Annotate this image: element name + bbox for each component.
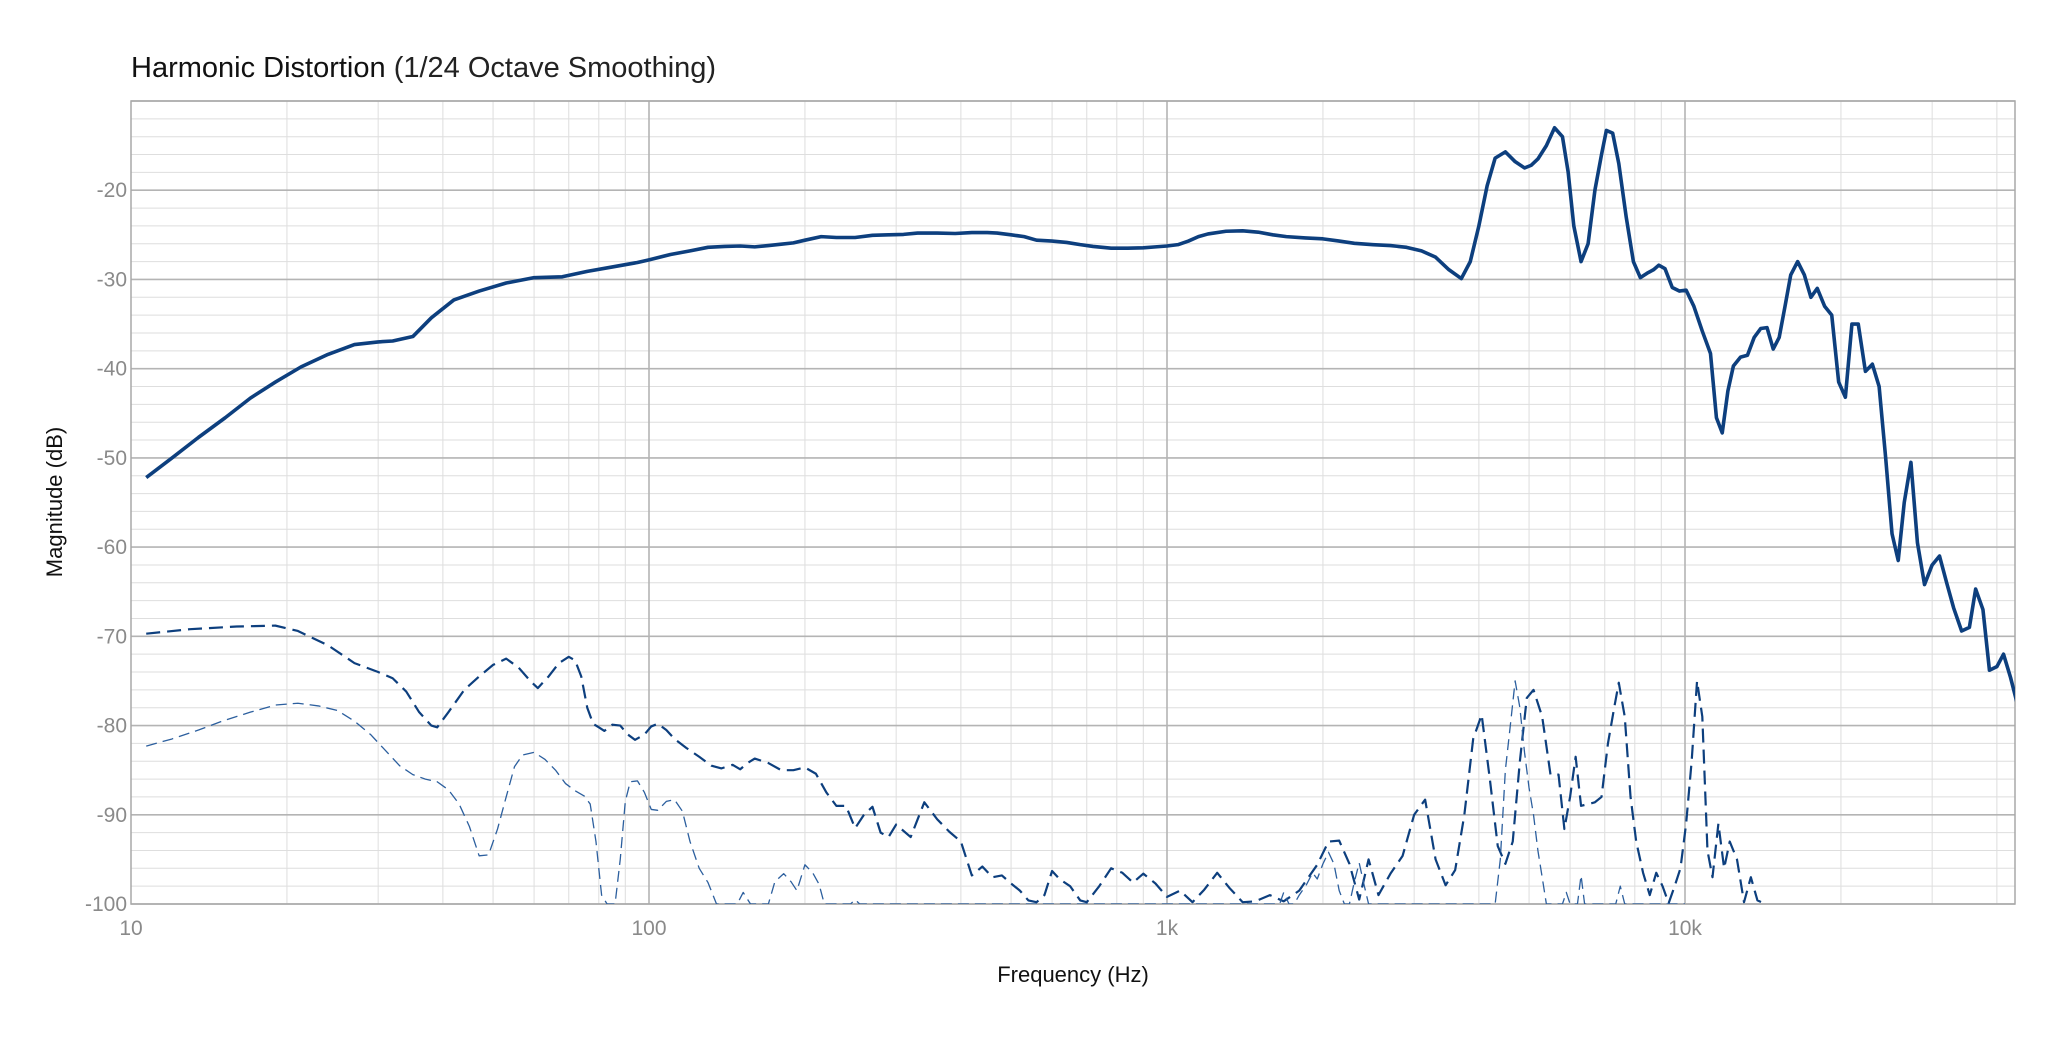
plot-background [131,101,2015,904]
y-tick-label: -40 [97,358,127,381]
series-line-3 [146,680,1685,904]
y-tick-label: -80 [97,715,127,738]
x-tick-label: 10 [119,917,142,940]
x-axis-title: Frequency (Hz) [997,962,1149,987]
chart-title: Harmonic Distortion (1/24 Octave Smoothi… [131,52,716,85]
y-tick-labels: -20 -30 -40 -50 -60 -70 -80 -90 -100 [85,179,127,916]
y-tick-label: -30 [97,268,127,291]
chart-subtitle: (1/24 Octave Smoothing) [393,52,717,84]
grid-minor [131,101,2015,904]
y-axis-title: Magnitude (dB) [42,427,67,577]
series-line-2 [146,624,1766,904]
grid-major [131,100,2015,905]
x-tick-label: 1k [1156,917,1179,940]
x-tick-label: 100 [631,917,666,940]
y-tick-label: -70 [97,625,127,648]
chart-title-main: Harmonic Distortion [131,52,386,84]
x-tick-labels: 10 100 1k 10k [119,917,1702,940]
x-tick-label: 10k [1668,917,1702,940]
y-tick-label: -90 [97,804,127,827]
y-tick-label: -20 [97,179,127,202]
series-layer [145,125,2015,904]
series-line-1 [145,125,2015,703]
y-tick-label: -100 [85,893,127,916]
y-tick-label: -60 [97,536,127,559]
y-tick-label: -50 [97,447,127,470]
plot-frame [130,100,2016,905]
